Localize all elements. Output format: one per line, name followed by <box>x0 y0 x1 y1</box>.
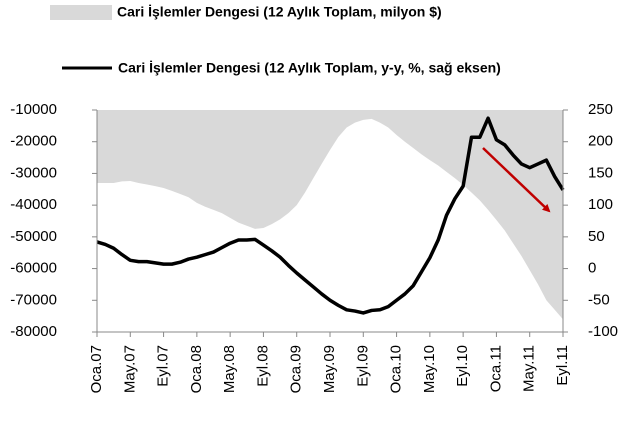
y-tick-label: -50000 <box>10 228 57 245</box>
y-tick-label: -20000 <box>10 133 57 150</box>
x-tick-label: May.10 <box>421 345 438 393</box>
y-tick-label: -30000 <box>10 164 57 181</box>
x-tick-label: Eyl.08 <box>254 345 271 387</box>
y-tick-label: -70000 <box>10 291 57 308</box>
x-tick-label: May.09 <box>321 345 338 393</box>
x-tick-label: Oca.11 <box>487 345 504 392</box>
y2-tick-label: 0 <box>588 260 596 277</box>
legend-label: Cari İşlemler Dengesi (12 Aylık Toplam, … <box>118 60 501 76</box>
line <box>96 116 565 315</box>
y2-tick-label: -50 <box>588 291 610 308</box>
y2-tick-label: 150 <box>588 164 613 181</box>
legend-swatch-area <box>50 5 112 20</box>
x-tick-label: Oca.08 <box>188 345 205 393</box>
x-tick-label: Oca.10 <box>388 345 405 393</box>
legend-label: Cari İşlemler Dengesi (12 Aylık Toplam, … <box>117 4 442 20</box>
area <box>97 110 563 320</box>
y-tick-label: -80000 <box>10 323 57 340</box>
y2-tick-label: 250 <box>588 101 613 118</box>
y2-tick-label: 100 <box>588 196 613 213</box>
x-tick-label: May.11 <box>521 345 538 392</box>
x-tick-label: Eyl.09 <box>354 345 371 387</box>
y-tick-label: -40000 <box>10 196 57 213</box>
x-tick-label: Oca.09 <box>288 345 305 393</box>
y2-tick-label: 200 <box>588 133 613 150</box>
y2-tick-label: -100 <box>588 323 618 340</box>
plot: -80000 -70000 -60000 -50000 -40000 -30000 -200… <box>10 101 618 393</box>
x-tick-label: Oca.07 <box>88 345 105 393</box>
y-tick-label: -10000 <box>10 101 57 118</box>
x-tick-label: Eyl.10 <box>454 345 471 387</box>
y2-tick-label: 50 <box>588 228 605 245</box>
trend-arrow <box>482 147 551 213</box>
y-tick-label: -60000 <box>10 260 57 277</box>
x-tick-label: May.07 <box>121 345 138 393</box>
x-tick-label: May.08 <box>221 345 238 393</box>
x-tick-label: Eyl.11 <box>554 345 571 386</box>
x-tick-label: Eyl.07 <box>155 345 172 387</box>
